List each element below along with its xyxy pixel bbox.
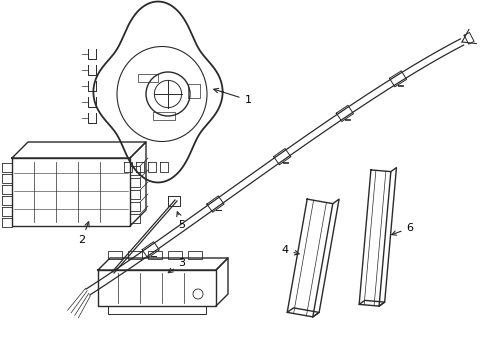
Bar [128,251,142,259]
Text: 2: 2 [78,222,89,245]
Bar [188,251,202,259]
Bar [138,74,158,82]
Bar [153,112,175,120]
Text: 6: 6 [392,223,414,235]
Text: 4: 4 [281,245,299,255]
Bar [148,251,162,259]
Bar [108,251,122,259]
Bar [168,251,182,259]
Text: 1: 1 [214,89,251,105]
Text: 3: 3 [168,258,186,273]
Bar [188,84,200,98]
Bar [108,306,206,314]
Text: 5: 5 [177,212,186,230]
